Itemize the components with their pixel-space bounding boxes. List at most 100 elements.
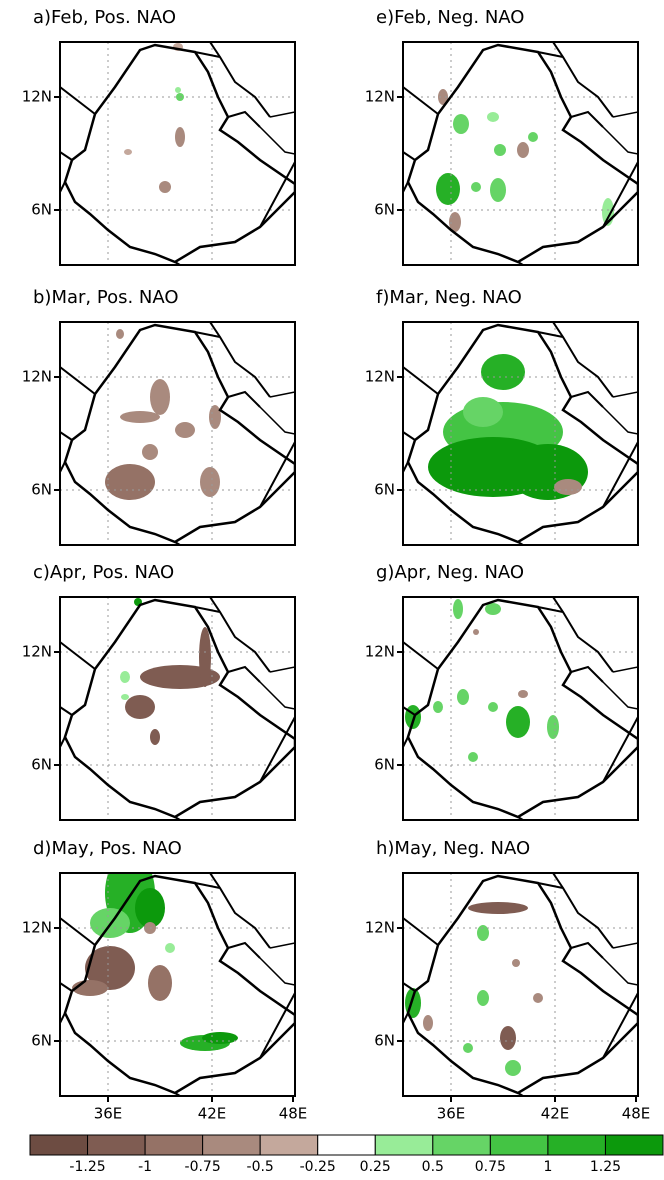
map-content <box>60 597 295 820</box>
map-panel: 12N 6N 36E 42E 48E <box>22 872 308 1123</box>
anomaly-area <box>199 627 211 687</box>
anomaly-area <box>175 127 185 147</box>
anomaly-area <box>150 379 170 415</box>
map-content <box>60 322 295 545</box>
anomaly-area <box>433 701 443 713</box>
panel-title: c)Apr, Pos. NAO <box>33 562 174 583</box>
anomaly-area <box>159 181 171 193</box>
map-panel: 12N 6N <box>22 321 296 546</box>
anomaly-area <box>554 479 582 495</box>
anomaly-area <box>150 729 160 745</box>
map-panel: 12N 6N <box>22 596 296 821</box>
anomaly-area <box>449 212 461 232</box>
map-frame <box>59 872 296 1097</box>
anomaly-area <box>500 1026 516 1050</box>
colorbar-label: 0.25 <box>360 1159 391 1175</box>
y-tick-label: 12N <box>365 919 395 937</box>
anomaly-area <box>209 405 221 429</box>
colorbar-swatch <box>547 1134 606 1156</box>
anomaly-area <box>494 144 506 156</box>
anomaly-area <box>124 149 132 155</box>
colorbar-swatch <box>374 1134 434 1156</box>
y-tick-label: 6N <box>31 481 52 499</box>
colorbar-swatch <box>489 1134 549 1156</box>
map-panel: 12N 6N <box>365 41 639 266</box>
colorbar-label: -1.25 <box>69 1159 105 1175</box>
map-frame <box>59 596 296 821</box>
map-content <box>403 873 638 1096</box>
anomaly-area <box>120 411 160 423</box>
panel-title: d)May, Pos. NAO <box>33 838 182 859</box>
anomaly-area <box>477 990 489 1006</box>
panel-title: h)May, Neg. NAO <box>376 838 530 859</box>
map-frame <box>402 596 639 821</box>
map-frame <box>59 321 296 546</box>
anomaly-area <box>487 112 499 122</box>
colorbar-swatch <box>604 1134 664 1156</box>
y-tick-label: 12N <box>22 643 52 661</box>
x-tick-label: 42E <box>541 1105 570 1123</box>
y-tick-label: 6N <box>374 201 395 219</box>
anomaly-area <box>165 943 175 953</box>
panel-title: e)Feb, Neg. NAO <box>376 7 524 28</box>
map-frame <box>59 41 296 266</box>
map-content <box>60 873 295 1096</box>
colorbar-label: -0.5 <box>247 1159 274 1175</box>
x-tick-label: 48E <box>622 1105 651 1123</box>
map-content <box>403 42 638 265</box>
map-panel: 12N 6N 36E 42E 48E <box>365 872 651 1123</box>
x-tick-label: 36E <box>94 1105 123 1123</box>
anomaly-area <box>463 1043 473 1053</box>
anomaly-area <box>135 888 165 928</box>
anomaly-area <box>528 132 538 142</box>
anomaly-area <box>436 173 460 205</box>
y-tick-label: 12N <box>22 88 52 106</box>
panel-title: g)Apr, Neg. NAO <box>376 562 524 583</box>
anomaly-area <box>490 178 506 202</box>
country-borders <box>60 42 295 265</box>
colorbar-swatch <box>317 1134 376 1156</box>
map-content <box>403 322 638 545</box>
anomaly-area <box>468 902 528 914</box>
country-borders <box>60 597 295 820</box>
map-content <box>403 597 638 820</box>
colorbar-label: 0.5 <box>422 1159 444 1175</box>
map-panel: 12N 6N <box>365 321 639 546</box>
anomaly-area <box>200 467 220 497</box>
anomaly-area <box>547 715 559 739</box>
y-tick-label: 12N <box>365 643 395 661</box>
anomaly-area <box>468 752 478 762</box>
colorbar-swatch <box>259 1134 319 1156</box>
map-panel: 12N 6N <box>365 596 639 821</box>
anomaly-area <box>453 114 469 134</box>
colorbar-label: -0.25 <box>300 1159 336 1175</box>
anomaly-area <box>481 354 525 390</box>
colorbar-label: -1 <box>138 1159 152 1175</box>
colorbar-swatch <box>432 1134 491 1156</box>
colorbar-label: -0.75 <box>185 1159 221 1175</box>
map-panel: 12N 6N <box>22 41 296 266</box>
anomaly-area <box>506 706 530 738</box>
anomaly-area <box>116 329 124 339</box>
map-frame <box>402 41 639 266</box>
anomaly-area <box>453 599 463 619</box>
colorbar-swatch <box>29 1134 89 1156</box>
x-tick-label: 42E <box>198 1105 227 1123</box>
anomaly-area <box>477 925 489 941</box>
anomaly-area <box>438 89 448 105</box>
panel-title: b)Mar, Pos. NAO <box>33 287 179 308</box>
y-tick-label: 12N <box>365 88 395 106</box>
colorbar-swatch <box>87 1134 146 1156</box>
x-tick-label: 36E <box>437 1105 466 1123</box>
anomaly-area <box>142 444 158 460</box>
colorbar-swatch <box>202 1134 261 1156</box>
anomaly-area <box>485 603 501 615</box>
anomaly-area <box>202 1032 238 1044</box>
map-frame <box>402 872 639 1097</box>
panel-title: f)Mar, Neg. NAO <box>376 287 522 308</box>
anomaly-area <box>473 629 479 635</box>
y-tick-label: 6N <box>374 481 395 499</box>
anomaly-area <box>175 422 195 438</box>
x-tick-label: 48E <box>279 1105 308 1123</box>
anomaly-area <box>463 397 503 427</box>
